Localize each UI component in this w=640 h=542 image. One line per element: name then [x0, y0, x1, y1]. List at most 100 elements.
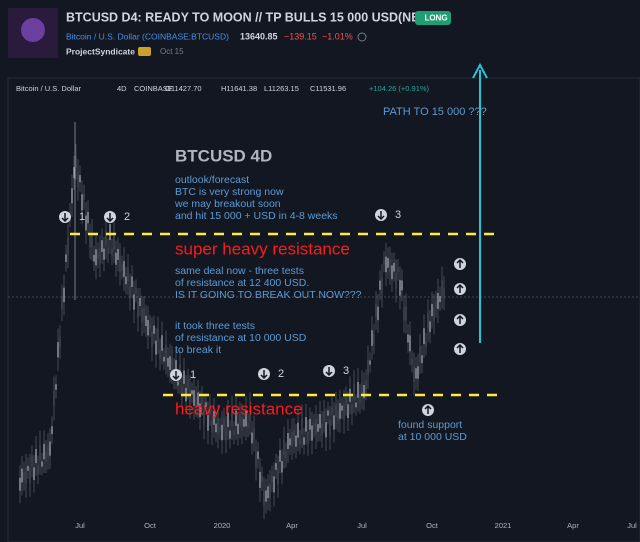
candle-body: [47, 445, 49, 458]
candle-body: [55, 384, 57, 390]
candle-body: [263, 490, 265, 506]
arrow-glyph: [424, 404, 432, 414]
candle-body: [299, 438, 301, 446]
candle-body: [159, 349, 161, 360]
author[interactable]: ProjectSyndicate: [66, 46, 135, 56]
candle-body: [27, 465, 29, 471]
legend-change: +104.26 (+0.91%): [369, 84, 430, 93]
outlook-line: and hit 15 000 + USD in 4-8 weeks: [175, 210, 338, 222]
candle-body: [107, 247, 109, 254]
candle-body: [247, 422, 249, 429]
candle-body: [287, 433, 289, 450]
arrow-glyph: [260, 370, 268, 380]
candle-body: [295, 435, 297, 447]
candle-body: [109, 224, 111, 241]
candle-body: [165, 344, 167, 361]
candle-body: [327, 410, 329, 416]
candle-body: [155, 340, 157, 355]
candle-body: [425, 341, 427, 347]
arrow-glyph: [325, 367, 333, 377]
candle-body: [443, 287, 445, 299]
candle-body: [257, 451, 259, 459]
outlook-line: outlook/forecast: [175, 174, 249, 186]
candle-body: [219, 426, 221, 432]
candle-body: [401, 280, 403, 291]
candle-body: [189, 389, 191, 405]
candle-body: [113, 235, 115, 250]
candle-body: [59, 336, 61, 348]
arrow-glyph: [456, 258, 464, 268]
legend-exchange: COINBASE: [134, 84, 173, 93]
candle-body: [233, 430, 235, 436]
candle-body: [141, 308, 143, 323]
legend-name: Bitcoin / U.S. Dollar: [16, 84, 82, 93]
outlook-line: BTC is very strong now: [175, 186, 284, 198]
candle-body: [279, 450, 281, 462]
candle-body: [367, 359, 369, 376]
idea-title: BTCUSD D4: READY TO MOON // TP BULLS 15 …: [66, 10, 436, 24]
candle-body: [433, 307, 435, 322]
path-label: PATH TO 15 000 ???: [383, 106, 487, 118]
candle-body: [119, 256, 121, 272]
candle-body: [63, 287, 65, 303]
target-arrow-head: [472, 62, 488, 79]
candle-body: [181, 385, 183, 396]
candle-body: [387, 258, 389, 268]
candle-body: [51, 426, 53, 435]
candle-body: [305, 417, 307, 432]
candle-body: [407, 334, 409, 343]
candle-body: [231, 410, 233, 427]
candle-body: [413, 366, 415, 382]
arrow-glyph: [377, 211, 385, 221]
candle-body: [85, 215, 87, 231]
candle-body: [77, 172, 79, 188]
candle-body: [97, 251, 99, 259]
candle-body: [183, 370, 185, 384]
candle-body: [229, 430, 231, 439]
candle-body: [409, 335, 411, 352]
candle-body: [381, 277, 383, 294]
arrow-glyph: [456, 283, 464, 293]
avatar-figure: [21, 18, 45, 42]
candle-body: [29, 467, 31, 484]
candle-body: [93, 254, 95, 262]
candle-body: [105, 230, 107, 246]
candle-body: [419, 346, 421, 362]
candle-body: [333, 415, 335, 430]
candle-body: [431, 303, 433, 317]
pro-badge: [138, 47, 151, 56]
candle-body: [223, 418, 225, 429]
candle-body: [345, 396, 347, 406]
candle-body: [239, 413, 241, 427]
candle-body: [157, 328, 159, 342]
candle-body: [355, 402, 357, 408]
candle-body: [385, 256, 387, 273]
legend-open: O11427.70: [165, 84, 202, 93]
candle-body: [227, 412, 229, 427]
candle-body: [275, 463, 277, 470]
candle-body: [237, 423, 239, 435]
x-tick-label: Oct: [426, 521, 439, 530]
candle-body: [169, 356, 171, 370]
candle-body: [241, 416, 243, 431]
candle-body: [101, 240, 103, 252]
candle-body: [209, 405, 211, 416]
candle-body: [273, 476, 275, 493]
candle-body: [67, 237, 69, 254]
candle-body: [201, 396, 203, 406]
candle-body: [317, 424, 319, 432]
candle-body: [303, 437, 305, 445]
candle-body: [145, 315, 147, 327]
took-line: of resistance at 10 000 USD: [175, 332, 307, 344]
candle-body: [221, 424, 223, 441]
candle-body: [365, 380, 367, 390]
symbol-link[interactable]: Bitcoin / U.S. Dollar (COINBASE:BTCUSD): [66, 31, 229, 41]
candle-body: [61, 296, 63, 309]
candle-body: [127, 267, 129, 282]
candle-body: [143, 308, 145, 321]
candle-body: [31, 456, 33, 467]
candle-body: [267, 486, 269, 499]
alarm-icon[interactable]: [357, 32, 367, 42]
candle-body: [293, 429, 295, 442]
